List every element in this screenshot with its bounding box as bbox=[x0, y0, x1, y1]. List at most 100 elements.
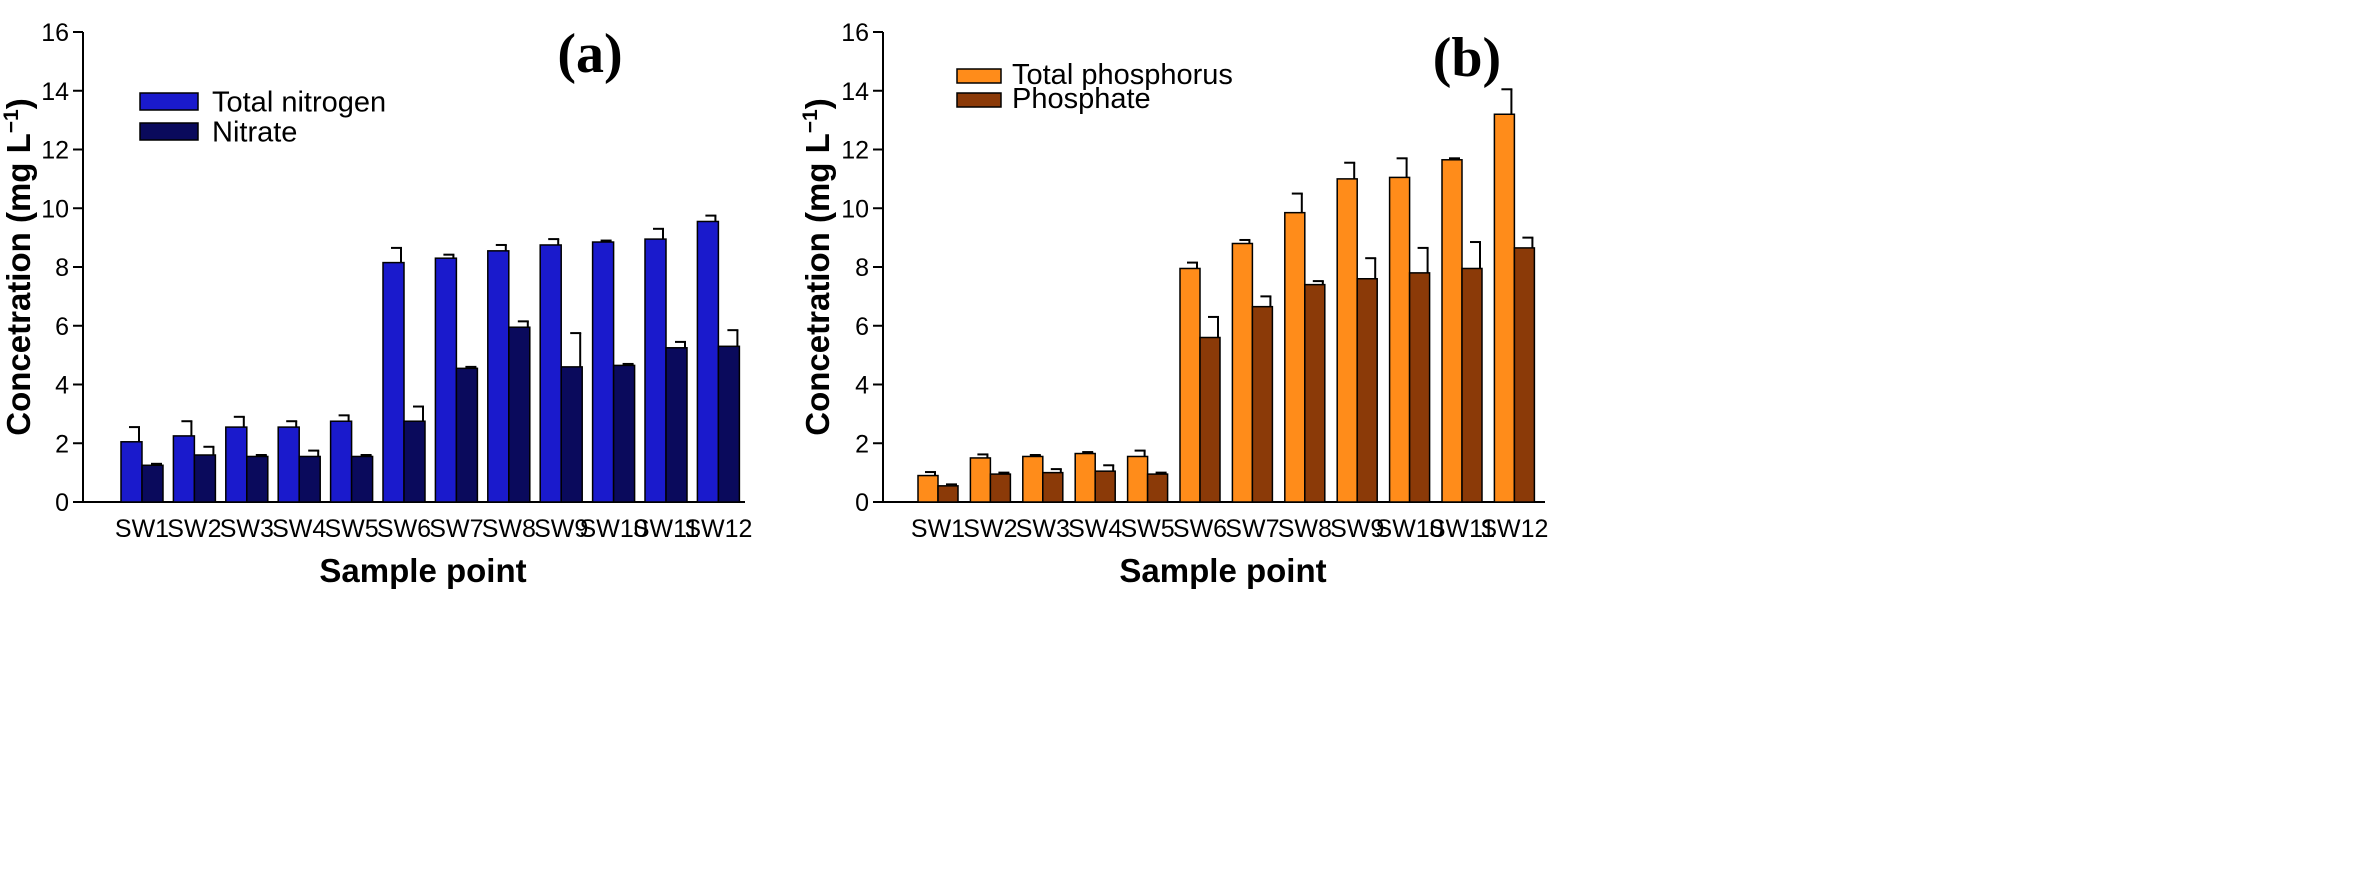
y-tick-label: 6 bbox=[55, 313, 69, 341]
x-tick-label: SW4 bbox=[1068, 515, 1122, 543]
legend-label-1: Total phosphorus bbox=[1012, 59, 1233, 91]
bar-nitrate-sw9 bbox=[560, 366, 583, 503]
y-axis-title-superscript: −1 bbox=[799, 109, 822, 133]
x-tick-label: SW4 bbox=[272, 515, 326, 543]
bar-phosphate-sw8 bbox=[1304, 283, 1326, 503]
bar-total-nitrogen-sw5 bbox=[329, 420, 353, 503]
x-tick-label: SW1 bbox=[115, 515, 169, 543]
y-tick-label: 16 bbox=[41, 19, 69, 47]
bar-total-phosphorus-sw4 bbox=[1074, 452, 1096, 503]
bar-nitrate-sw10 bbox=[612, 364, 636, 503]
x-tick-label: SW8 bbox=[482, 515, 536, 543]
legend-label-2: Phosphate bbox=[1012, 83, 1151, 115]
x-tick-label: SW12 bbox=[1480, 515, 1548, 543]
x-tick-label: SW10 bbox=[580, 515, 648, 543]
bar-phosphate-sw12 bbox=[1513, 247, 1536, 503]
legend-swatch-2 bbox=[139, 122, 199, 141]
x-tick-label: SW5 bbox=[1121, 515, 1175, 543]
bar-total-nitrogen-sw11 bbox=[644, 238, 667, 503]
y-tick-label: 12 bbox=[841, 137, 869, 165]
bar-total-phosphorus-sw7 bbox=[1231, 242, 1254, 503]
bar-total-phosphorus-sw1 bbox=[917, 474, 939, 503]
y-tick-label: 14 bbox=[41, 78, 69, 106]
x-tick-label: SW1 bbox=[911, 515, 965, 543]
x-tick-label: SW3 bbox=[1016, 515, 1070, 543]
bar-total-nitrogen-sw8 bbox=[487, 250, 510, 503]
y-axis-title-text: Concetration (mg L bbox=[799, 133, 836, 436]
y-axis-title-superscript: −1 bbox=[0, 109, 23, 133]
bar-total-nitrogen-sw12 bbox=[696, 220, 720, 503]
x-tick-label: SW7 bbox=[1225, 515, 1279, 543]
bar-total-phosphorus-sw8 bbox=[1284, 211, 1306, 503]
x-tick-label: SW3 bbox=[220, 515, 274, 543]
bar-nitrate-sw5 bbox=[350, 455, 374, 503]
bar-total-nitrogen-sw2 bbox=[172, 435, 196, 503]
panel-label: (a) bbox=[557, 23, 622, 85]
bar-phosphate-sw3 bbox=[1042, 471, 1064, 503]
y-tick-label: 2 bbox=[55, 430, 69, 458]
y-tick-label: 2 bbox=[855, 430, 869, 458]
bar-phosphate-sw6 bbox=[1199, 336, 1221, 503]
y-tick-label: 16 bbox=[841, 19, 869, 47]
bar-nitrate-sw1 bbox=[141, 464, 164, 503]
x-tick-label: SW11 bbox=[633, 515, 699, 543]
bar-nitrate-sw8 bbox=[508, 326, 531, 503]
bar-total-phosphorus-sw12 bbox=[1493, 113, 1516, 503]
bar-total-nitrogen-sw10 bbox=[591, 241, 615, 503]
bar-total-phosphorus-sw2 bbox=[969, 457, 992, 503]
x-tick-label: SW2 bbox=[167, 515, 221, 543]
bar-total-phosphorus-sw9 bbox=[1336, 178, 1358, 503]
x-tick-label: SW6 bbox=[377, 515, 431, 543]
bar-total-phosphorus-sw11 bbox=[1441, 159, 1463, 503]
bar-total-phosphorus-sw5 bbox=[1126, 455, 1149, 503]
y-tick-label: 4 bbox=[855, 372, 869, 400]
bar-phosphate-sw5 bbox=[1146, 473, 1169, 503]
y-axis-title: Concetration (mg L−1) bbox=[0, 98, 37, 435]
x-tick-label: SW12 bbox=[684, 515, 752, 543]
panel-a-total-nitrogen-nitrate-chart: 0 2 4 6 8 10 12 14 16 SW1SW2SW3SW4SW5SW6SW7SW8SW9… bbox=[0, 19, 752, 589]
bar-total-nitrogen-sw1 bbox=[120, 441, 143, 503]
bar-total-nitrogen-sw4 bbox=[277, 426, 300, 503]
y-axis-title-close: ) bbox=[799, 98, 836, 109]
bar-phosphate-sw2 bbox=[989, 473, 1012, 503]
x-tick-label: SW8 bbox=[1278, 515, 1332, 543]
x-tick-label: SW7 bbox=[429, 515, 483, 543]
bar-nitrate-sw11 bbox=[665, 347, 688, 503]
y-axis-title-close: ) bbox=[0, 98, 37, 109]
legend-swatch-2 bbox=[956, 92, 1002, 108]
y-tick-label: 10 bbox=[41, 195, 69, 223]
y-tick-label: 14 bbox=[841, 78, 869, 106]
x-tick-label: SW6 bbox=[1173, 515, 1227, 543]
legend-swatch-1 bbox=[956, 68, 1002, 84]
x-tick-label: SW10 bbox=[1376, 515, 1444, 543]
legend-label-1: Total nitrogen bbox=[212, 87, 386, 119]
y-tick-label: 6 bbox=[855, 313, 869, 341]
y-tick-label: 8 bbox=[855, 254, 869, 282]
bar-nitrate-sw6 bbox=[403, 420, 426, 503]
bar-nitrate-sw7 bbox=[455, 367, 479, 503]
bar-nitrate-sw12 bbox=[717, 345, 741, 503]
bar-nitrate-sw2 bbox=[193, 454, 217, 503]
y-tick-label: 8 bbox=[55, 254, 69, 282]
bar-total-nitrogen-sw7 bbox=[434, 257, 458, 503]
bar-phosphate-sw9 bbox=[1356, 278, 1378, 503]
bar-total-nitrogen-sw3 bbox=[225, 426, 248, 503]
y-tick-label: 12 bbox=[41, 137, 69, 165]
y-axis-title-text: Concetration (mg L bbox=[0, 133, 37, 436]
y-tick-label: 0 bbox=[855, 489, 869, 517]
bar-total-nitrogen-sw9 bbox=[539, 244, 562, 503]
bar-phosphate-sw11 bbox=[1461, 267, 1483, 503]
bar-total-phosphorus-sw3 bbox=[1022, 455, 1044, 503]
legend-label-2: Nitrate bbox=[212, 117, 297, 149]
bar-phosphate-sw4 bbox=[1094, 470, 1116, 503]
x-tick-label: SW5 bbox=[325, 515, 379, 543]
y-tick-label: 4 bbox=[55, 372, 69, 400]
panel-b-total-phosphorus-phosphate-chart: 0 2 4 6 8 10 12 14 16 SW1SW2SW3SW4SW5SW6SW7SW8SW9… bbox=[799, 19, 1548, 589]
x-tick-label: SW9 bbox=[534, 515, 588, 543]
x-tick-label: SW9 bbox=[1330, 515, 1384, 543]
x-tick-label: SW11 bbox=[1429, 515, 1495, 543]
bar-phosphate-sw10 bbox=[1408, 272, 1431, 503]
panel-label: (b) bbox=[1433, 27, 1501, 89]
